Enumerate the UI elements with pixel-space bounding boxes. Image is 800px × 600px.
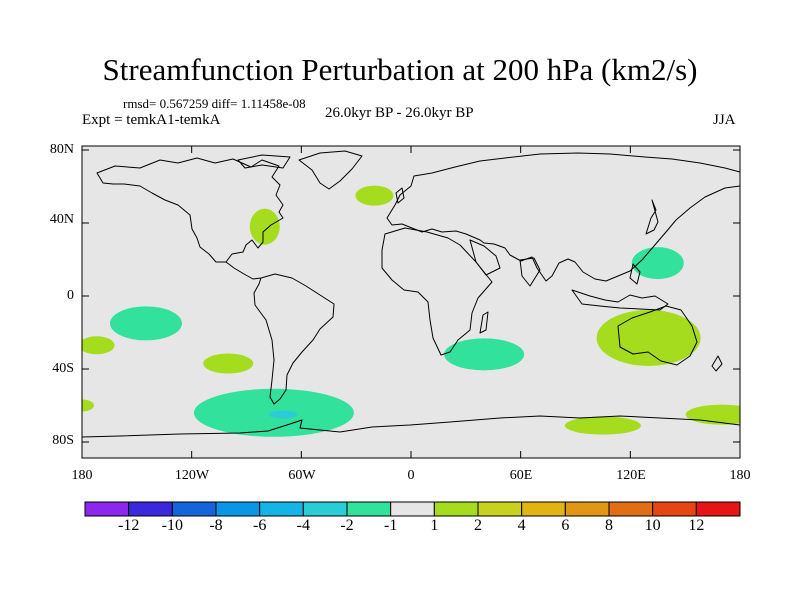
colorbar-box — [477, 501, 523, 517]
season-label: JJA — [713, 112, 736, 128]
colorbar-label: 8 — [605, 517, 613, 534]
coastlines — [82, 150, 740, 438]
coast-arctic-islands — [237, 154, 291, 169]
colorbar-box — [433, 501, 479, 517]
lon-label-120e: 120E — [616, 468, 646, 483]
colorbar-label: -4 — [296, 517, 310, 534]
coast-north-america — [96, 157, 284, 263]
coast-antarctica — [82, 415, 740, 438]
coast-gulf — [225, 261, 262, 280]
lon-label-60e: 60E — [509, 468, 533, 483]
colorbar-label: 1 — [430, 517, 439, 534]
map-background — [82, 146, 740, 458]
colorbar-label: -1 — [383, 517, 398, 534]
anomaly-dateline-south — [82, 399, 94, 412]
coast-australia — [617, 305, 698, 366]
lon-label-0: 0 — [407, 468, 415, 483]
anomaly-eastern-north-america — [249, 208, 280, 245]
colorbar-label: -12 — [117, 517, 140, 534]
colorbar-box — [171, 501, 217, 517]
colorbar-box — [128, 501, 173, 517]
colorbar-box — [346, 501, 392, 517]
coast-new-zealand — [711, 355, 723, 372]
lon-label-120w: 120W — [174, 468, 210, 483]
anomaly-southwest-pacific-south — [685, 404, 740, 425]
anomaly-drake-passage-core — [269, 410, 298, 419]
lon-label-180w: 180 — [71, 468, 93, 483]
period-label: 26.0kyr BP - 26.0kyr BP — [325, 105, 474, 121]
coast-eurasia — [386, 152, 740, 282]
anomaly-australia — [596, 309, 701, 366]
coast-africa — [381, 227, 493, 356]
colorbar-box — [390, 501, 435, 517]
anomaly-southeast-pacific — [203, 353, 254, 374]
colorbar-label: 10 — [644, 517, 661, 534]
colorbar-label: 12 — [688, 517, 705, 534]
colorbar-box — [215, 501, 261, 517]
coast-uk — [395, 187, 405, 204]
figure-title: Streamfunction Perturbation at 200 hPa (… — [102, 52, 698, 87]
colorbar-label: -6 — [252, 517, 267, 534]
colorbar-box — [695, 501, 741, 517]
colorbar-label: -2 — [340, 517, 354, 534]
colorbar-label: -8 — [209, 517, 223, 534]
coast-south-america — [253, 273, 335, 405]
colorbar-label: 6 — [561, 517, 570, 534]
coast-japan — [645, 199, 659, 235]
anomaly-southern-africa-indian-ocean — [444, 338, 525, 371]
experiment-label: Expt = temkA1-temkA — [82, 112, 221, 128]
colorbar-box — [521, 501, 566, 517]
coast-madagascar — [479, 311, 489, 334]
colorbar-label: 4 — [517, 517, 526, 534]
colorbar-box — [84, 501, 130, 517]
colorbar-label: 2 — [474, 517, 482, 534]
colorbar-box — [302, 501, 348, 517]
lat-label-80s: 80S — [52, 433, 74, 448]
lat-label-eq: 0 — [67, 288, 74, 303]
colorbar-box — [564, 501, 610, 517]
anomaly-far-southeast-pacific — [82, 336, 115, 355]
coast-arabia — [469, 239, 501, 276]
colorbar-label: -10 — [161, 517, 183, 534]
lon-label-180e: 180 — [729, 468, 751, 483]
coast-indonesia — [571, 289, 669, 311]
anomaly-regions — [82, 185, 740, 437]
lon-label-60w: 60W — [288, 468, 316, 483]
coast-philippines — [629, 263, 641, 285]
colorbar — [84, 501, 741, 517]
anomaly-western-pacific-philippines — [631, 247, 684, 280]
anomaly-south-pacific-tropical — [109, 306, 182, 341]
colorbar-box — [652, 501, 697, 517]
colorbar-box — [259, 501, 304, 517]
lat-label-80n: 80N — [49, 142, 74, 157]
axis-ticks — [81, 146, 741, 458]
coast-india — [519, 257, 541, 287]
coast-greenland — [298, 150, 363, 190]
stats-line: rmsd= 0.567259 diff= 1.11458e-08 — [123, 96, 306, 111]
lat-label-40n: 40N — [49, 212, 74, 227]
colorbar-box — [608, 501, 654, 517]
lat-label-40s: 40S — [52, 361, 74, 376]
anomaly-southern-indian-ocean — [564, 416, 641, 435]
anomaly-north-atlantic — [355, 185, 394, 206]
